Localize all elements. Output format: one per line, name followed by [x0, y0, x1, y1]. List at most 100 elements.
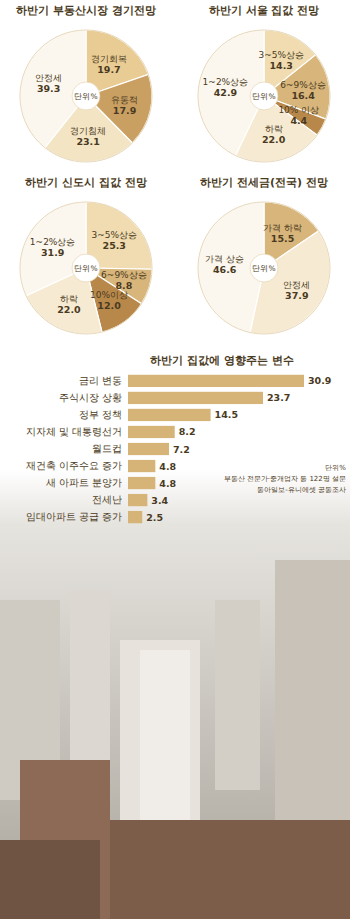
tick: 정부 정책 — [79, 409, 128, 420]
slices — [198, 202, 330, 334]
y-axis: 금리 변동주식시장 상황정부 정책지자체 및 대통령선거월드컵재건축 이주수요 … — [26, 371, 129, 529]
data-label: 46.6 — [213, 264, 237, 275]
bar-chart: 하반기 집값에 영향주는 변수금리 변동주식시장 상황정부 정책지자체 및 대통… — [26, 354, 346, 529]
data-label: 8.2 — [179, 426, 196, 437]
bar — [128, 477, 155, 489]
slice-category: 6~9%상승 — [280, 80, 326, 90]
tick: 새 아파트 분양가 — [46, 477, 128, 488]
bar — [128, 494, 147, 506]
tick: 재건축 이주수요 증가 — [26, 460, 128, 471]
slices — [198, 30, 330, 162]
slice-labels: 3~5%상승14.36~9%상승16.410% 이상4.4하락22.01~2%상… — [203, 50, 326, 145]
chart-title: 하반기 부동산시장 경기전망 — [16, 4, 156, 17]
slice-category: 10%이상 — [90, 290, 128, 300]
data-label: 23.7 — [267, 392, 290, 403]
data-labels: 30.923.714.58.27.24.84.83.42.5 — [146, 375, 331, 522]
slice-outline — [198, 30, 330, 162]
data-label: 4.8 — [159, 461, 176, 472]
chart-title: 하반기 전세금(전국) 전망 — [200, 176, 328, 189]
slice-category: 유동적 — [111, 95, 138, 105]
slice-category: 1~2%상승 — [30, 237, 76, 247]
unit-label: 단위% — [74, 264, 97, 273]
data-label: 15.5 — [271, 233, 294, 244]
canvas: 하반기 부동산시장 경기전망경기회복19.7 유동적17.9 경기침체23.1 안정세… — [0, 0, 350, 919]
tick-label: 정부 정책 — [79, 409, 122, 420]
unit-label: 단위% — [252, 92, 275, 101]
pie-chart: 하반기 전세금(전국) 전망가격 하락15.5안정세37.9가격 상승46.6단… — [198, 176, 330, 334]
tick: 주식시장 상황 — [59, 392, 128, 403]
slice-category: 하락 — [60, 294, 78, 304]
slice-category: 1~2%상승 — [203, 77, 249, 87]
bar — [128, 426, 175, 438]
slice-category: 3~5%상승 — [91, 230, 137, 240]
data-label: 8.8 — [115, 280, 132, 291]
data-label: 31.9 — [41, 247, 64, 258]
building — [215, 600, 260, 790]
data-label: 3.4 — [151, 495, 168, 506]
pie-chart: 하반기 서울 집값 전망3~5%상승14.36~9%상승16.410% 이상4.… — [198, 4, 330, 162]
unit-label: 단위% — [252, 264, 275, 273]
data-label: 39.3 — [37, 83, 60, 94]
bar — [128, 443, 169, 455]
data-label: 2.5 — [146, 512, 163, 523]
tick-label: 임대아파트 공급 증가 — [26, 511, 122, 522]
building — [0, 840, 100, 919]
slices — [20, 30, 152, 162]
note: 부동산 전문가·중개업자 등 122명 설문 — [224, 475, 347, 483]
data-label: 19.7 — [97, 64, 120, 75]
data-label: 4.8 — [159, 478, 176, 489]
slice-category: 안정세 — [283, 280, 310, 290]
tick: 전세난 — [92, 494, 128, 505]
tick-label: 주식시장 상황 — [59, 392, 122, 403]
data-label: 37.9 — [285, 290, 308, 301]
data-label: 42.9 — [214, 87, 237, 98]
slice-labels: 경기회복19.7유동적17.9경기침체23.1안정세39.3단위% — [35, 54, 138, 147]
bar — [128, 511, 142, 523]
photo-sky — [0, 470, 350, 919]
data-label: 14.3 — [269, 60, 292, 71]
data-label: 23.1 — [76, 136, 99, 147]
unit-label: 단위% — [74, 92, 97, 101]
pie-slice — [20, 202, 86, 296]
slice-labels: 가격 하락15.5안정세37.9가격 상승46.6단위% — [205, 223, 310, 301]
tick-label: 지자체 및 대통령선거 — [26, 426, 122, 437]
source-note: 단위%부동산 전문가·중개업자 등 122명 설문동아일보-유니에셋 공동조사 — [224, 464, 347, 494]
slices — [20, 202, 152, 334]
unit-badge — [250, 254, 278, 282]
tick: 임대아파트 공급 증가 — [26, 511, 128, 522]
unit-badge — [72, 82, 100, 110]
chart-title: 하반기 신도시 집값 전망 — [25, 176, 147, 189]
data-label: 30.9 — [308, 375, 331, 386]
slice-category: 경기회복 — [91, 54, 127, 64]
tick-label: 금리 변동 — [79, 375, 122, 386]
slice-category: 6~9%상승 — [101, 270, 147, 280]
bar — [128, 375, 304, 387]
bar — [128, 392, 263, 404]
tick-label: 새 아파트 분양가 — [46, 477, 122, 488]
tick-label: 월드컵 — [92, 443, 122, 454]
note: 단위% — [325, 464, 346, 472]
building — [140, 650, 190, 830]
unit-badge — [72, 254, 100, 282]
pie-chart: 하반기 부동산시장 경기전망경기회복19.7유동적17.9경기침체23.1안정세… — [16, 4, 156, 162]
pie-chart: 하반기 신도시 집값 전망3~5%상승25.36~9%상승8.810%이상12.… — [20, 176, 152, 334]
bars — [128, 375, 304, 523]
slice-category: 경기침체 — [70, 126, 106, 136]
building — [110, 820, 350, 919]
data-label: 25.3 — [103, 240, 126, 251]
tick-label: 전세난 — [92, 494, 122, 505]
data-label: 4.4 — [290, 115, 307, 126]
building — [70, 590, 110, 770]
data-label: 22.0 — [262, 134, 286, 145]
slice-outline — [198, 202, 330, 334]
axis-line — [128, 371, 129, 529]
data-label: 7.2 — [173, 444, 190, 455]
tick: 금리 변동 — [79, 375, 128, 386]
slice-outline — [20, 30, 152, 162]
data-label: 17.9 — [113, 105, 136, 116]
slice-labels: 3~5%상승25.36~9%상승8.810%이상12.0하락22.01~2%상승… — [30, 230, 147, 314]
slice-category: 가격 상승 — [205, 254, 244, 264]
data-label: 22.0 — [57, 304, 81, 315]
tick: 월드컵 — [92, 443, 128, 454]
slice-category: 10% 이상 — [278, 105, 319, 115]
